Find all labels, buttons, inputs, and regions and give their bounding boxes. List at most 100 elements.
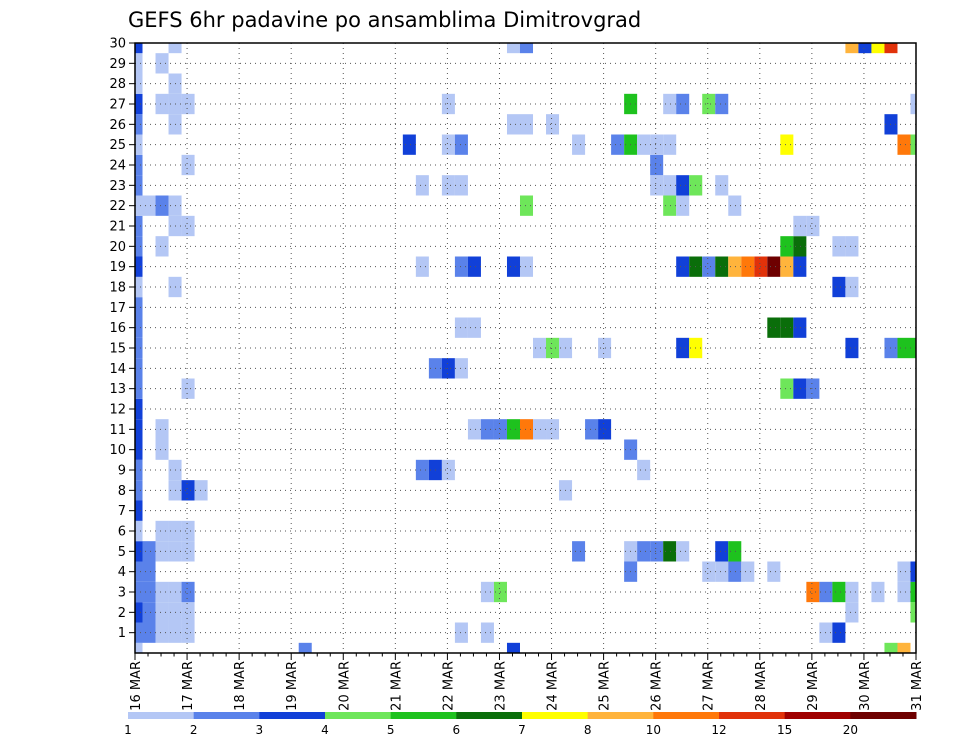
heatmap-cell	[168, 43, 182, 54]
heatmap-cell	[155, 581, 169, 603]
y-tick-label: 5	[118, 545, 126, 560]
heatmap-cell	[135, 378, 143, 399]
heatmap-cell	[728, 541, 742, 562]
y-tick-label: 8	[118, 484, 126, 499]
heatmap-cell	[546, 419, 560, 440]
heatmap-cell	[767, 317, 781, 338]
heatmap-cell	[884, 43, 898, 54]
y-tick-label: 13	[109, 382, 126, 397]
heatmap-cell	[480, 622, 494, 643]
heatmap-cell	[910, 93, 916, 115]
y-tick-label: 17	[109, 301, 126, 316]
heatmap-cell	[650, 541, 664, 562]
heatmap-cell	[845, 236, 859, 257]
heatmap-cell	[715, 93, 729, 115]
heatmap-cell	[871, 43, 885, 54]
heatmap-cell	[135, 276, 143, 298]
heatmap-cell	[676, 175, 690, 196]
heatmap-cell	[454, 175, 468, 196]
x-tick-label: 20 MAR	[337, 661, 352, 711]
heatmap-cell	[806, 215, 820, 237]
heatmap-cell	[780, 134, 794, 155]
heatmap-cell	[415, 256, 429, 277]
heatmap-cell	[858, 43, 872, 54]
heatmap-cell	[454, 134, 468, 155]
heatmap-cell	[441, 93, 455, 115]
legend-swatch	[653, 712, 720, 719]
heatmap-cell	[142, 622, 156, 643]
legend-label: 20	[843, 723, 858, 737]
heatmap-cell	[135, 500, 143, 521]
heatmap-cell	[715, 256, 729, 277]
heatmap-cell	[871, 581, 885, 603]
heatmap-cell	[142, 561, 156, 582]
heatmap-cell	[728, 256, 742, 277]
heatmap-cell	[135, 419, 143, 440]
heatmap-cell	[135, 459, 143, 481]
heatmap-cell	[142, 195, 156, 216]
heatmap-cell	[702, 93, 716, 115]
y-tick-label: 20	[109, 240, 126, 255]
heatmap-cell	[702, 561, 716, 582]
y-tick-label: 4	[118, 565, 126, 580]
heatmap-cell	[506, 114, 520, 135]
heatmap-cell	[135, 134, 143, 155]
y-tick-label: 3	[118, 586, 126, 601]
heatmap-cell	[135, 520, 143, 542]
x-tick-label: 17 MAR	[181, 661, 196, 711]
legend-label: 10	[646, 723, 661, 737]
legend-swatch	[259, 712, 326, 719]
heatmap-cell	[546, 114, 560, 135]
heatmap-cell	[910, 134, 916, 155]
legend-label: 1	[124, 723, 132, 737]
heatmap-cell	[467, 419, 481, 440]
heatmap-cell	[533, 419, 547, 440]
x-tick-label: 24 MAR	[546, 661, 561, 711]
heatmap-cell	[135, 602, 143, 623]
heatmap-cell	[155, 541, 169, 562]
x-tick-label: 19 MAR	[285, 661, 300, 711]
heatmap-cell	[741, 256, 755, 277]
heatmap-cell	[155, 93, 169, 115]
y-tick-label: 26	[109, 118, 126, 133]
heatmap-cell	[181, 520, 195, 542]
heatmap-cell	[715, 541, 729, 562]
heatmap-cell	[793, 317, 807, 338]
heatmap-cell	[454, 622, 468, 643]
x-tick-label: 22 MAR	[441, 661, 456, 711]
heatmap-cell	[480, 581, 494, 603]
heatmap-cell	[832, 581, 846, 603]
heatmap-cell	[135, 73, 143, 94]
heatmap-cell	[572, 134, 586, 155]
heatmap-cell	[793, 378, 807, 399]
heatmap-cell	[546, 337, 560, 359]
y-tick-label: 25	[109, 138, 126, 153]
x-tick-label: 18 MAR	[233, 661, 248, 711]
heatmap-cell	[135, 297, 143, 318]
heatmap-cell	[637, 541, 651, 562]
heatmap-cell	[637, 134, 651, 155]
x-tick-label: 21 MAR	[389, 661, 404, 711]
heatmap-cell	[663, 175, 677, 196]
y-tick-label: 6	[118, 525, 126, 540]
heatmap-cell	[910, 602, 916, 623]
heatmap-cell	[135, 236, 143, 257]
heatmap-cell	[181, 215, 195, 237]
heatmap-cell	[135, 358, 143, 379]
legend-label: 4	[321, 723, 329, 737]
heatmap-cell	[181, 480, 195, 501]
heatmap-cell	[298, 642, 312, 653]
heatmap-cell	[135, 317, 143, 338]
heatmap-cell	[650, 175, 664, 196]
heatmap-cell	[415, 459, 429, 481]
heatmap-cell	[780, 256, 794, 277]
x-tick-label: 23 MAR	[493, 661, 508, 711]
heatmap-cell	[884, 642, 898, 653]
chart-title: GEFS 6hr padavine po ansamblima Dimitrov…	[128, 8, 641, 32]
y-axis: 1234567891011121314151617181920212223242…	[109, 37, 135, 641]
heatmap-cell	[181, 93, 195, 115]
y-tick-label: 24	[109, 159, 126, 174]
heatmap-cell	[637, 459, 651, 481]
